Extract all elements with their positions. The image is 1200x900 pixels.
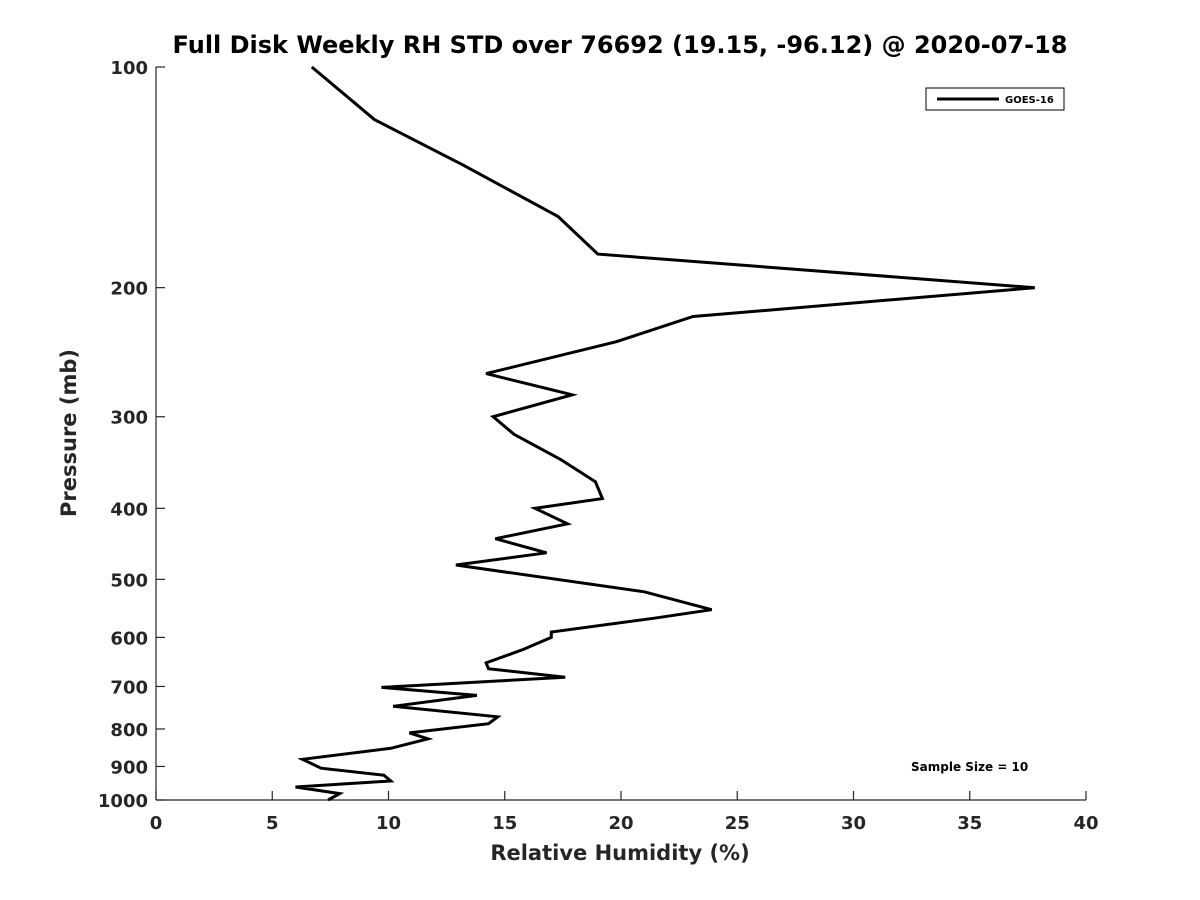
x-tick-label: 30 xyxy=(841,813,866,834)
chart-title: Full Disk Weekly RH STD over 76692 (19.1… xyxy=(173,31,1068,59)
y-tick-label: 400 xyxy=(110,499,148,520)
x-tick-label: 25 xyxy=(725,813,750,834)
y-tick-label: 500 xyxy=(110,570,148,591)
y-tick-label: 300 xyxy=(110,408,148,429)
plot-axes xyxy=(155,67,1086,801)
y-tick-label: 200 xyxy=(110,279,148,300)
x-tick-label: 10 xyxy=(376,813,401,834)
series-line-goes-16 xyxy=(295,65,1035,802)
y-tick-label: 600 xyxy=(110,628,148,649)
legend: GOES-16 xyxy=(925,87,1065,111)
sample-size-annotation: Sample Size = 10 xyxy=(911,760,1028,774)
y-tick-label: 1000 xyxy=(98,791,148,812)
x-tick-label: 20 xyxy=(608,813,633,834)
x-tick-label: 40 xyxy=(1073,813,1098,834)
x-axis-ticks: 0 5 10 15 20 25 30 35 40 xyxy=(150,791,1099,834)
y-tick-label: 700 xyxy=(110,677,148,698)
x-tick-label: 0 xyxy=(150,813,163,834)
y-tick-label: 900 xyxy=(110,757,148,778)
x-tick-label: 35 xyxy=(957,813,982,834)
x-axis-label: Relative Humidity (%) xyxy=(490,841,749,865)
x-tick-label: 5 xyxy=(266,813,279,834)
x-tick-label: 15 xyxy=(492,813,517,834)
y-axis-ticks: 100 200 300 400 500 600 700 800 900 1000 xyxy=(98,58,165,812)
y-tick-label: 800 xyxy=(110,720,148,741)
legend-entry-goes-16: GOES-16 xyxy=(1005,95,1054,106)
y-axis-label: Pressure (mb) xyxy=(57,349,81,517)
y-tick-label: 100 xyxy=(110,58,148,79)
